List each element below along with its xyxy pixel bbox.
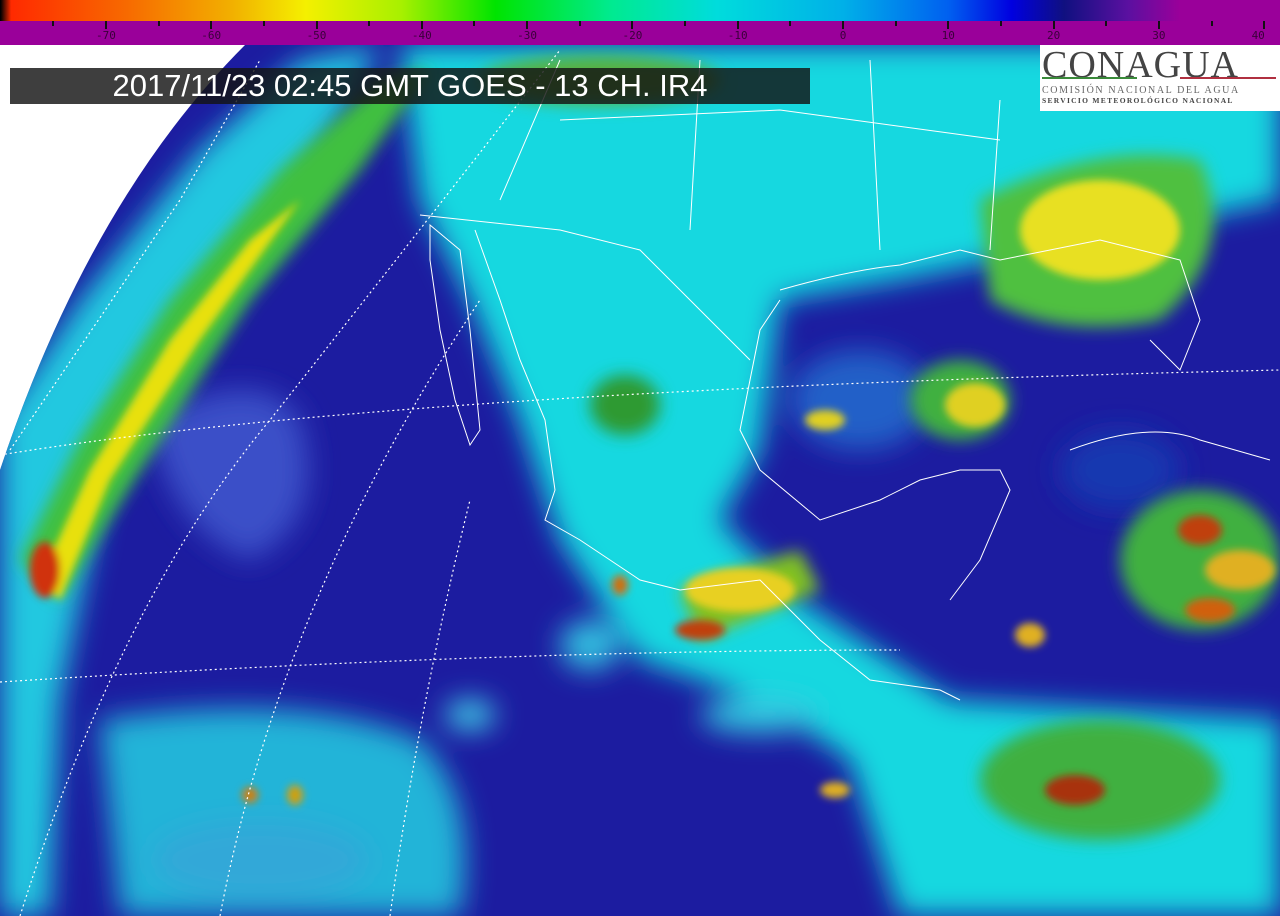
colorbar-minor-tick: [999, 21, 1002, 26]
colorbar-major-tick: [736, 21, 739, 29]
satellite-ir-image: [0, 45, 1280, 916]
colorbar-minor-tick: [157, 21, 160, 26]
colorbar-tick-label: 40: [1251, 29, 1265, 42]
colorbar-minor-tick: [578, 21, 581, 26]
colorbar-major-tick: [947, 21, 950, 29]
logo-bar-red: [1180, 77, 1276, 79]
colorbar-major-tick: [1263, 21, 1266, 29]
colorbar-tick-label: 30: [1152, 29, 1166, 42]
colorbar-minor-tick: [473, 21, 476, 26]
colorbar-major-tick: [631, 21, 634, 29]
colorbar-tick-label: -10: [727, 29, 748, 42]
colorbar-minor-tick: [894, 21, 897, 26]
coastlines-borders: [419, 59, 1271, 701]
colorbar-major-tick: [1157, 21, 1160, 29]
colorbar-minor-tick: [52, 21, 55, 26]
graticule-lines: [0, 49, 1280, 916]
colorbar-minor-tick: [684, 21, 687, 26]
colorbar-tick-label: -20: [622, 29, 643, 42]
logo-line1: COMISIÓN NACIONAL DEL AGUA: [1042, 85, 1240, 96]
colorbar-tick-label: 0: [839, 29, 847, 42]
colorbar-tick-label: -30: [517, 29, 538, 42]
colorbar-major-tick: [104, 21, 107, 29]
colorbar-tick-label: -40: [411, 29, 432, 42]
temperature-colorbar: [0, 0, 1280, 21]
colorbar-major-tick: [1052, 21, 1055, 29]
colorbar-tick-label: -70: [95, 29, 116, 42]
colorbar-major-tick: [315, 21, 318, 29]
colorbar-tick-label: 20: [1046, 29, 1061, 42]
logo-bar-green: [1042, 77, 1137, 79]
image-title: 2017/11/23 02:45 GMT GOES - 13 CH. IR4: [10, 68, 810, 104]
temperature-scale: -70 -60 -50 -40 -30 -20 -10 0 10 20 30 40: [0, 21, 1280, 45]
colorbar-tick-label: 10: [941, 29, 955, 42]
colorbar-major-tick: [210, 21, 213, 29]
colorbar-minor-tick: [1210, 21, 1213, 26]
colorbar-minor-tick: [789, 21, 792, 26]
colorbar-major-tick: [842, 21, 844, 29]
cloud-yellow-red: [30, 180, 1275, 805]
colorbar-major-tick: [526, 21, 529, 29]
colorbar-minor-tick: [368, 21, 371, 26]
colorbar-minor-tick: [1105, 21, 1108, 26]
cloud-cyan: [0, 45, 1280, 916]
colorbar-tick-label: -50: [306, 29, 327, 42]
colorbar-tick-label: -60: [201, 29, 222, 42]
logo-wordmark: CONAGUA: [1042, 44, 1239, 86]
conagua-logo: CONAGUA COMISIÓN NACIONAL DEL AGUA SERVI…: [1040, 45, 1280, 111]
colorbar-minor-tick: [262, 21, 265, 26]
colorbar-major-tick: [420, 21, 423, 29]
logo-line2: SERVICIO METEOROLÓGICO NACIONAL: [1042, 96, 1234, 105]
